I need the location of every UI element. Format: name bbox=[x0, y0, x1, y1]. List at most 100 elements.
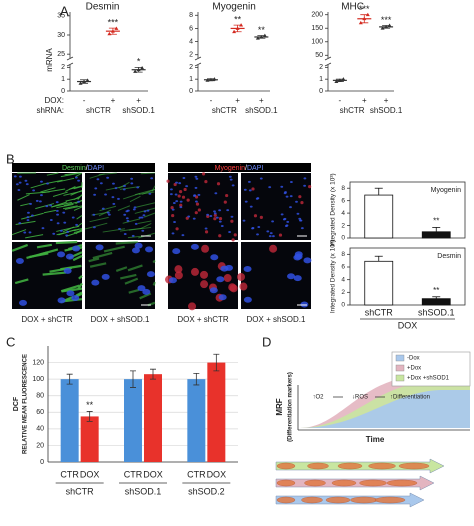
nucleus bbox=[194, 186, 198, 189]
stain bbox=[170, 205, 174, 210]
fiber bbox=[115, 240, 138, 245]
fiber bbox=[115, 266, 128, 273]
nucleus bbox=[206, 213, 209, 216]
nucleus bbox=[230, 215, 234, 218]
fiber bbox=[51, 201, 73, 208]
nucleus bbox=[92, 226, 96, 229]
image-label-part: DAPI bbox=[88, 165, 104, 172]
y-tick-label: 8 bbox=[341, 251, 345, 258]
nucleus bbox=[228, 230, 231, 233]
condition-label: DOX + shSOD.1 bbox=[91, 315, 150, 324]
nucleus bbox=[295, 200, 298, 203]
nucleus bbox=[172, 202, 176, 205]
fiber bbox=[73, 228, 83, 232]
nucleus bbox=[94, 187, 98, 190]
nucleus bbox=[214, 192, 218, 195]
y-tick-label: 6 bbox=[189, 25, 193, 32]
nucleus bbox=[272, 235, 275, 238]
x-tick-label: + bbox=[136, 96, 141, 105]
nucleus bbox=[35, 199, 39, 202]
fiber bbox=[99, 205, 117, 212]
nucleus bbox=[75, 223, 78, 226]
fiber bbox=[75, 172, 83, 178]
fiber bbox=[140, 172, 156, 175]
panel-letter: C bbox=[6, 334, 15, 349]
y-tick-label: 2 bbox=[341, 289, 345, 296]
fiber bbox=[63, 190, 83, 196]
nucleus bbox=[74, 176, 78, 179]
nucleus bbox=[17, 189, 21, 192]
nucleus bbox=[111, 196, 115, 199]
nucleus bbox=[91, 279, 100, 286]
group-label: shSOD.2 bbox=[188, 486, 225, 496]
nucleus bbox=[268, 235, 272, 238]
x-tick-label: + bbox=[259, 96, 264, 105]
fiber bbox=[102, 228, 125, 233]
cell bbox=[276, 462, 296, 470]
error-cap bbox=[130, 370, 136, 388]
nucleus bbox=[218, 220, 222, 223]
nucleus bbox=[13, 175, 17, 178]
nucleus bbox=[131, 234, 135, 237]
bar bbox=[421, 231, 451, 239]
cell bbox=[304, 479, 326, 487]
data-point bbox=[208, 77, 213, 82]
cell bbox=[307, 462, 329, 470]
data-point bbox=[259, 34, 264, 39]
nucleus bbox=[197, 193, 201, 196]
error-cap bbox=[66, 373, 73, 385]
data-point bbox=[133, 69, 138, 73]
chart-title: Myogenin bbox=[212, 2, 255, 13]
y-axis-label: mRNA bbox=[45, 48, 54, 72]
cell bbox=[359, 479, 387, 487]
stain bbox=[300, 201, 304, 205]
legend-box bbox=[391, 351, 471, 387]
nucleus bbox=[248, 189, 252, 192]
fiber bbox=[120, 273, 137, 280]
fiber bbox=[152, 281, 157, 286]
fiber bbox=[77, 282, 83, 290]
nucleus bbox=[280, 185, 284, 188]
data-point bbox=[380, 26, 385, 30]
image-label-part: / bbox=[86, 165, 88, 172]
condition-label: DOX + shSOD.1 bbox=[247, 315, 306, 324]
nucleus bbox=[46, 182, 49, 185]
cell bbox=[350, 496, 378, 504]
stain bbox=[223, 274, 232, 283]
nucleus bbox=[40, 180, 43, 183]
nucleus bbox=[138, 216, 142, 219]
chart-title: Myogenin bbox=[431, 187, 461, 194]
nucleus bbox=[172, 248, 181, 255]
nucleus bbox=[179, 206, 183, 209]
nucleus bbox=[146, 209, 150, 212]
nucleus bbox=[286, 220, 290, 223]
nucleus bbox=[280, 213, 284, 216]
step: ↑O2 bbox=[312, 395, 324, 401]
step: ↑Differentiation bbox=[390, 395, 430, 401]
x-tick-label: shCTR bbox=[86, 106, 111, 115]
nucleus bbox=[126, 219, 130, 222]
nucleus bbox=[140, 216, 144, 219]
x-tick-label: + bbox=[362, 96, 367, 105]
group-label: shCTR bbox=[66, 486, 95, 496]
nucleus bbox=[71, 216, 75, 219]
nucleus bbox=[285, 224, 289, 227]
nucleus bbox=[209, 214, 213, 217]
fiber bbox=[72, 254, 83, 262]
nucleus bbox=[63, 267, 72, 274]
nucleus bbox=[136, 186, 140, 189]
nucleus bbox=[65, 234, 69, 237]
bar-label: DOX bbox=[80, 469, 100, 479]
y-tick-label: 0 bbox=[341, 302, 345, 309]
image-label: Myogenin/DAPI bbox=[215, 165, 264, 172]
nucleus bbox=[132, 208, 136, 211]
y-tick-label: 4 bbox=[341, 276, 345, 283]
nucleus bbox=[123, 233, 127, 236]
nucleus bbox=[195, 177, 199, 180]
plot-frame bbox=[349, 247, 466, 306]
y-axis-label: Integrated Density (x 10³) bbox=[330, 173, 337, 246]
nucleus bbox=[193, 194, 196, 197]
nucleus bbox=[26, 216, 30, 219]
fiber bbox=[127, 264, 143, 272]
significance: *** bbox=[108, 17, 119, 27]
